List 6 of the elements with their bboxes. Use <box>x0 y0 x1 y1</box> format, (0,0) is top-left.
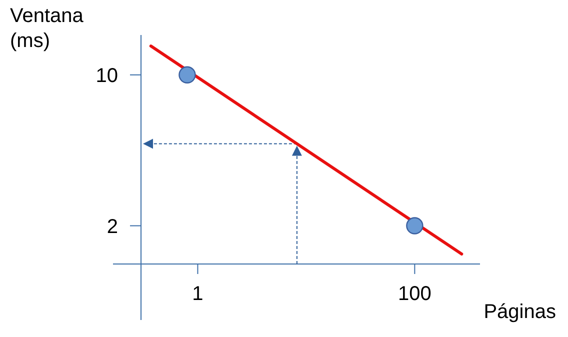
y-axis-title: Ventana (ms) <box>10 5 84 52</box>
x-axis-title: Páginas <box>484 301 556 323</box>
y-tick-label: 10 <box>96 64 118 87</box>
x-tick-label: 100 <box>398 283 432 305</box>
y-tick-label: 2 <box>106 216 118 238</box>
x-tick-label: 1 <box>192 283 204 305</box>
